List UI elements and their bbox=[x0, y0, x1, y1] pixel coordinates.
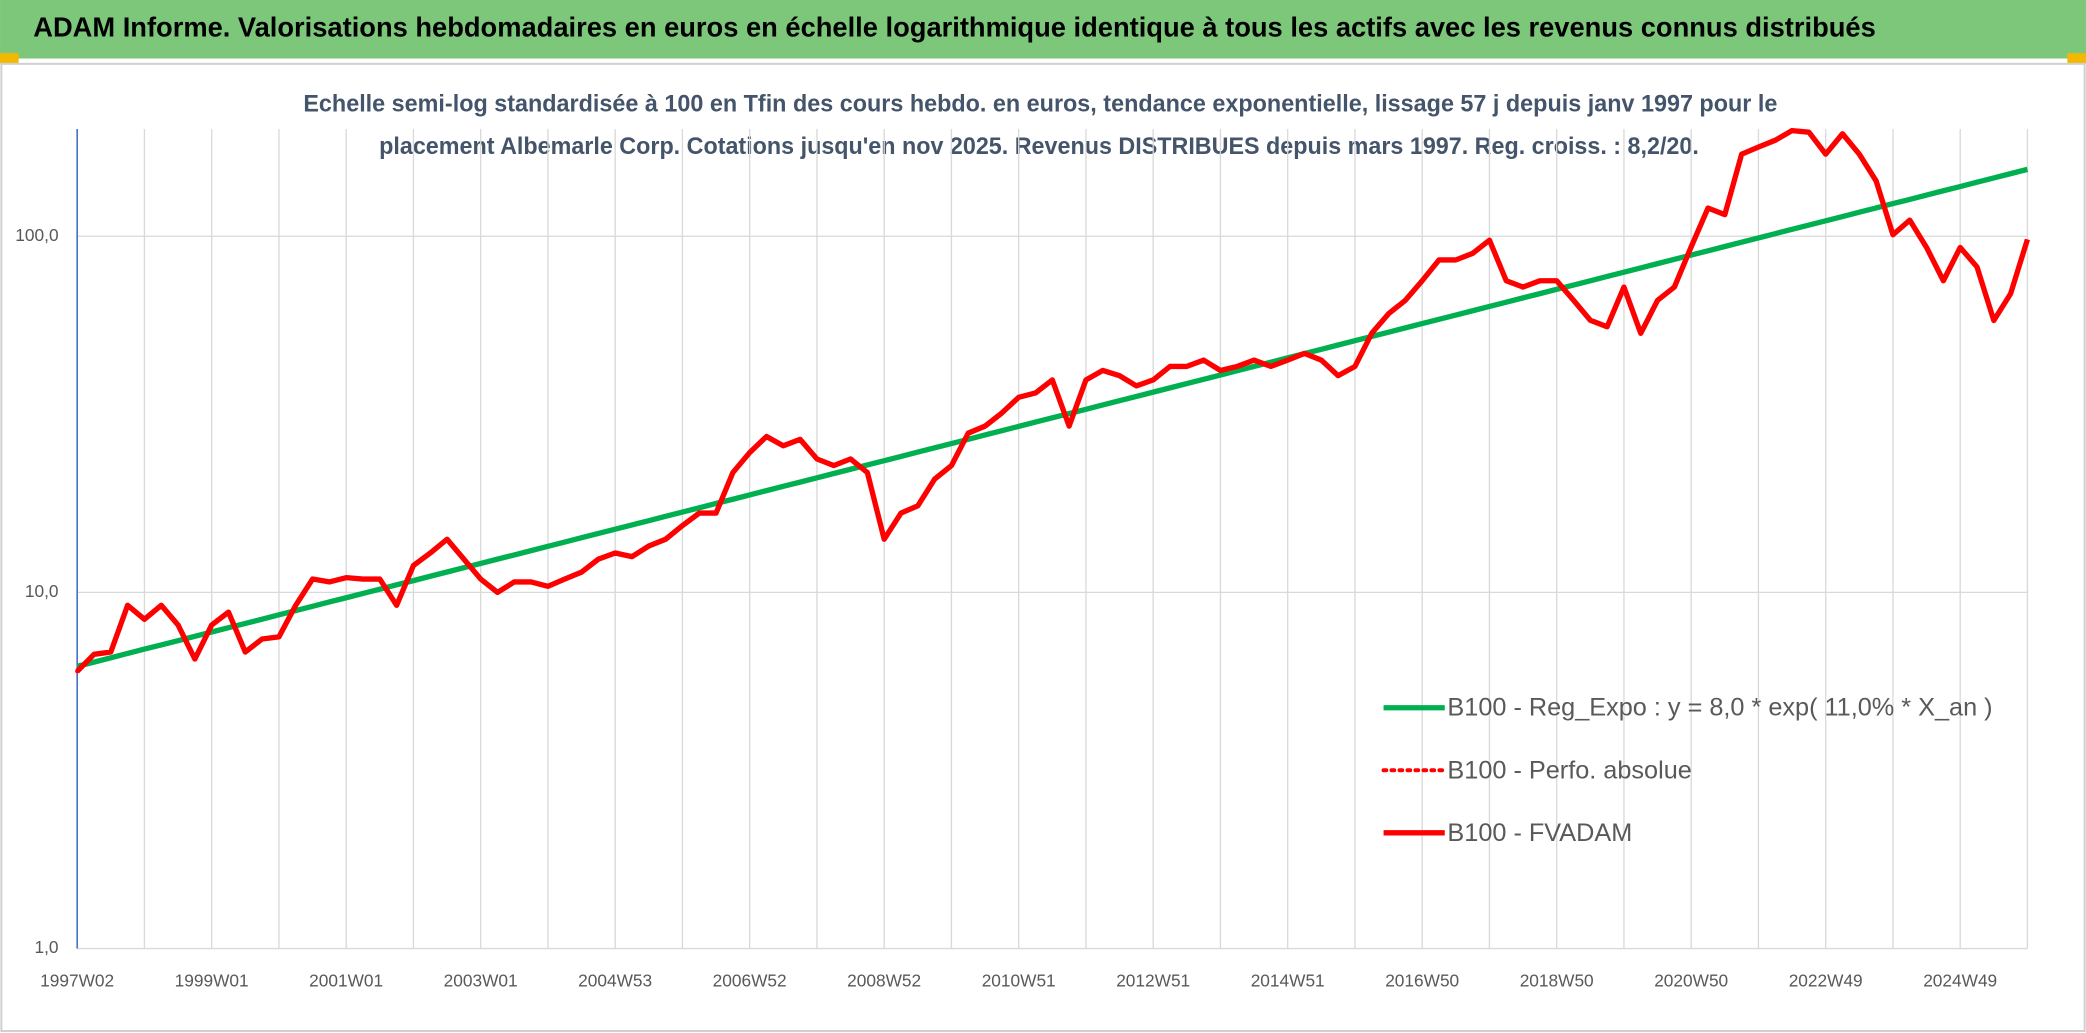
chart-subtitle: Echelle semi-log standardisée à 100 en T… bbox=[303, 90, 1777, 117]
x-tick-label: 2010W51 bbox=[982, 970, 1056, 990]
y-tick-label: 10,0 bbox=[25, 581, 59, 601]
x-tick-label: 2022W49 bbox=[1789, 970, 1863, 990]
x-tick-label: 2016W50 bbox=[1385, 970, 1459, 990]
x-tick-label: 2024W49 bbox=[1923, 970, 1997, 990]
corner-mark bbox=[2067, 53, 2086, 64]
grid: 1997W02 1999W01 2001W01 2003W01 2004W53 2006W… bbox=[15, 129, 2029, 990]
y-tick-label: 1,0 bbox=[35, 937, 59, 957]
legend-label: B100 - FVADAM bbox=[1447, 819, 1632, 847]
x-tick-label: 2020W50 bbox=[1654, 970, 1728, 990]
x-tick-label: 2003W01 bbox=[444, 970, 518, 990]
plot-lines bbox=[75, 127, 2030, 674]
plot-frame bbox=[0, 62, 2086, 1033]
x-tick-label: 2004W53 bbox=[578, 970, 652, 990]
x-tick-label: 1999W01 bbox=[175, 970, 249, 990]
x-tick-label: 2018W50 bbox=[1520, 970, 1594, 990]
legend-label: B100 - Perfo. absolue bbox=[1447, 756, 1691, 784]
chart-subtitle: placement Albemarle Corp. Cotations jusq… bbox=[379, 133, 1699, 160]
chart-title: ADAM Informe. Valorisations hebdomadaire… bbox=[33, 12, 1876, 43]
y-tick-label: 100,0 bbox=[15, 225, 58, 245]
x-tick-label: 1997W02 bbox=[40, 970, 114, 990]
series-line bbox=[75, 127, 2030, 674]
x-tick-label: 2012W51 bbox=[1116, 970, 1190, 990]
x-tick-label: 2006W52 bbox=[713, 970, 787, 990]
legend-label: B100 - Reg_Expo : y = 8,0 * exp( 11,0% *… bbox=[1447, 694, 1992, 722]
x-tick-label: 2001W01 bbox=[309, 970, 383, 990]
corner-mark bbox=[0, 53, 19, 64]
series-line bbox=[76, 166, 2029, 669]
x-tick-label: 2014W51 bbox=[1251, 970, 1325, 990]
x-tick-label: 2008W52 bbox=[847, 970, 921, 990]
header-band bbox=[0, 0, 2086, 59]
legend: B100 - Reg_Expo : y = 8,0 * exp( 11,0% *… bbox=[1381, 694, 1993, 847]
